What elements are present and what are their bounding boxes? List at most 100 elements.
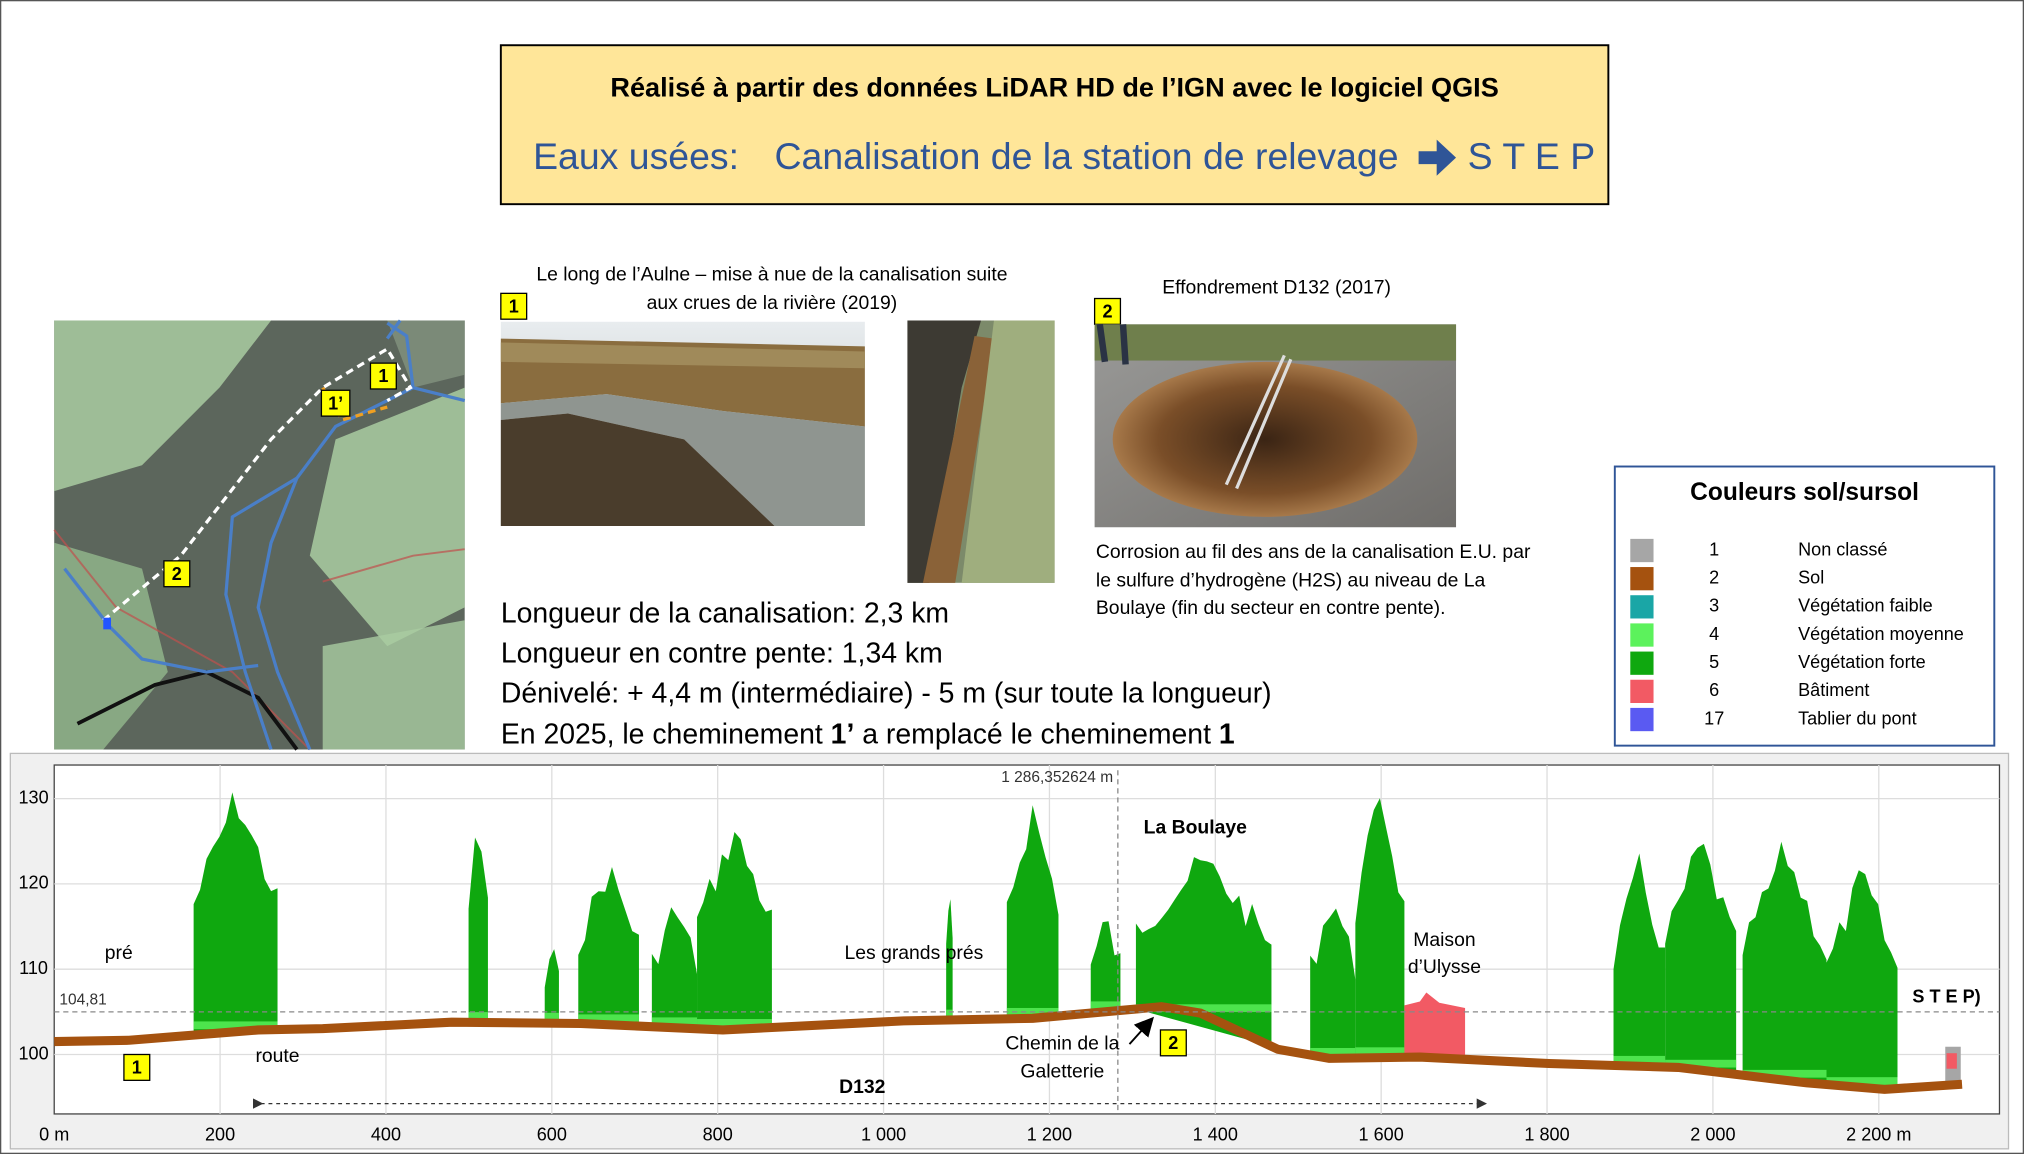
legend-label: Végétation moyenne <box>1798 624 1964 644</box>
low-vegetation <box>1355 1047 1405 1056</box>
vegetation <box>946 899 953 1021</box>
x-tick-label: 0 m <box>39 1125 69 1145</box>
legend-code: 3 <box>1709 596 1719 616</box>
ground-profile <box>54 1002 1963 1094</box>
place-label: S T E P) <box>1912 986 1980 1006</box>
vegetation <box>544 949 559 1024</box>
fact-part: a remplacé le cheminement <box>854 718 1219 750</box>
banner-target: S T E P <box>1468 135 1596 177</box>
low-vegetation <box>1826 1077 1898 1085</box>
badge <box>123 1053 151 1081</box>
legend-label: Végétation forte <box>1798 652 1926 672</box>
legend-swatch <box>1630 679 1654 703</box>
legend-swatch <box>1630 651 1654 675</box>
place-label: route <box>255 1045 299 1067</box>
fact: Longueur en contre pente: 1,34 km <box>501 638 943 670</box>
low-vegetation <box>544 1012 559 1021</box>
road-label: D132 <box>839 1076 885 1098</box>
photo-caption: Le long de l’Aulne – mise à nue de la ca… <box>536 263 1007 285</box>
map-marker <box>320 389 351 417</box>
y-tick-label: 110 <box>19 958 48 978</box>
badge <box>1159 1029 1187 1057</box>
badge-label: 2 <box>1102 302 1112 322</box>
fact: Longueur de la canalisation: 2,3 km <box>501 598 949 630</box>
x-tick-label: 800 <box>703 1125 733 1145</box>
place-label: La Boulaye <box>1144 816 1247 838</box>
x-tick-label: 200 <box>205 1125 235 1145</box>
vegetation <box>1355 798 1405 1059</box>
legend-code: 2 <box>1709 567 1719 587</box>
legend-title: Couleurs sol/sursol <box>1690 479 1919 506</box>
legend-code: 5 <box>1709 652 1719 672</box>
y-tick-label: 100 <box>18 1043 48 1063</box>
low-vegetation <box>1665 1059 1737 1068</box>
legend-swatch <box>1630 538 1654 563</box>
vegetation <box>193 792 278 1036</box>
banner-label: Eaux usées: <box>533 135 739 177</box>
x-tick-label: 1 400 <box>1193 1125 1238 1145</box>
legend-label: Tablier du pont <box>1798 708 1917 728</box>
x-tick-label: 1 800 <box>1524 1125 1569 1145</box>
x-tick-label: 2 200 m <box>1846 1125 1911 1145</box>
badge <box>1093 297 1122 326</box>
low-vegetation <box>1613 1055 1666 1064</box>
low-vegetation <box>1310 1047 1356 1056</box>
map-marker-label: 2 <box>172 564 182 584</box>
map-marker <box>163 560 191 588</box>
legend-label: Non classé <box>1798 539 1887 559</box>
fact-part: 1’ <box>831 718 855 750</box>
y-tick-label: 130 <box>18 787 48 807</box>
legend-label: Sol <box>1798 567 1824 587</box>
place-label: Les grands prés <box>845 942 984 964</box>
fact-part: 1 <box>1219 718 1235 750</box>
vegetation <box>697 831 772 1029</box>
fact: En 2025, le cheminement 1’ a remplacé le… <box>501 718 1235 750</box>
reference-label: 104,81 <box>59 991 106 1008</box>
building <box>1404 992 1466 1063</box>
description: le sulfure d’hydrogène (H2S) au niveau d… <box>1096 570 1486 592</box>
legend-code: 4 <box>1709 624 1719 644</box>
place-label: d’Ulysse <box>1408 956 1481 978</box>
legend-code: 6 <box>1709 680 1719 700</box>
place-label: Chemin de la <box>1005 1032 1119 1054</box>
photo <box>500 320 1055 583</box>
vegetation <box>1310 908 1356 1059</box>
vegetation <box>1742 841 1827 1085</box>
badge-label: 2 <box>1168 1033 1178 1053</box>
pointer-arrow <box>1128 1016 1154 1045</box>
fact: Dénivelé: + 4,4 m (intermédiaire) - 5 m … <box>501 678 1272 710</box>
map-marker-label: 1’ <box>328 393 343 413</box>
low-vegetation <box>651 1017 698 1026</box>
badge-label: 1 <box>132 1057 142 1077</box>
badge-label: 1 <box>509 296 519 316</box>
low-vegetation <box>1742 1069 1827 1078</box>
legend-code: 17 <box>1704 708 1724 728</box>
vegetation <box>1826 870 1898 1089</box>
place-label: Galetterie <box>1020 1061 1104 1083</box>
legend-code: 1 <box>1709 539 1719 559</box>
legend-swatch <box>1630 567 1654 591</box>
low-vegetation <box>1135 1004 1272 1013</box>
y-tick-label: 120 <box>18 873 48 893</box>
map-marker-label: 1 <box>378 366 388 386</box>
legend-swatch <box>1630 623 1654 647</box>
x-tick-label: 1 600 <box>1359 1125 1404 1145</box>
vegetation <box>578 866 639 1027</box>
vegetation <box>1665 843 1737 1075</box>
low-vegetation <box>697 1019 772 1027</box>
legend-label: Bâtiment <box>1798 680 1869 700</box>
photo-caption: Effondrement D132 (2017) <box>1162 276 1391 298</box>
x-tick-label: 2 000 <box>1690 1125 1735 1145</box>
x-tick-label: 600 <box>537 1125 567 1145</box>
building <box>1946 1053 1957 1069</box>
x-tick-label: 1 000 <box>861 1125 906 1145</box>
x-tick-label: 400 <box>371 1125 401 1145</box>
banner-subject: Canalisation de la station de relevage <box>774 135 1398 177</box>
arrow-icon <box>1418 139 1457 176</box>
banner <box>499 44 1610 206</box>
low-vegetation <box>1090 1001 1121 1010</box>
vegetation <box>1613 853 1666 1068</box>
map-marker <box>369 362 397 390</box>
vegetation <box>651 907 698 1029</box>
